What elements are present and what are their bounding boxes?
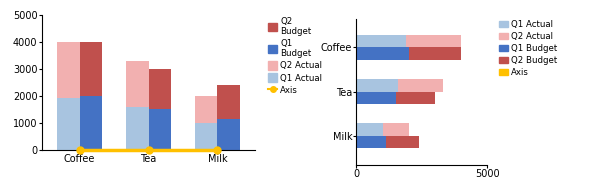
Bar <box>195 123 217 150</box>
Legend: Q1 Actual, Q2 Actual, Q1 Budget, Q2 Budget, Axis: Q1 Actual, Q2 Actual, Q1 Budget, Q2 Budg… <box>499 20 558 77</box>
Bar <box>356 47 409 60</box>
Bar <box>148 69 170 109</box>
Bar <box>396 92 435 104</box>
Bar <box>356 92 396 104</box>
Bar <box>148 109 170 150</box>
Bar <box>356 79 398 92</box>
Bar <box>58 42 80 98</box>
Bar <box>356 123 383 136</box>
Bar <box>217 119 239 150</box>
Bar <box>406 35 461 47</box>
Bar <box>127 61 148 107</box>
Bar <box>409 47 461 60</box>
Bar <box>217 85 239 119</box>
Bar <box>127 107 148 150</box>
Bar <box>58 98 80 150</box>
Bar <box>387 136 419 148</box>
Bar <box>80 42 102 96</box>
Bar <box>398 79 443 92</box>
Legend: Q2
Budget, Q1
Budget, Q2 Actual, Q1 Actual, Axis: Q2 Budget, Q1 Budget, Q2 Actual, Q1 Actu… <box>268 17 323 95</box>
Bar <box>383 123 409 136</box>
Bar <box>356 35 406 47</box>
Bar <box>356 136 387 148</box>
Bar <box>195 96 217 123</box>
Bar <box>80 96 102 150</box>
